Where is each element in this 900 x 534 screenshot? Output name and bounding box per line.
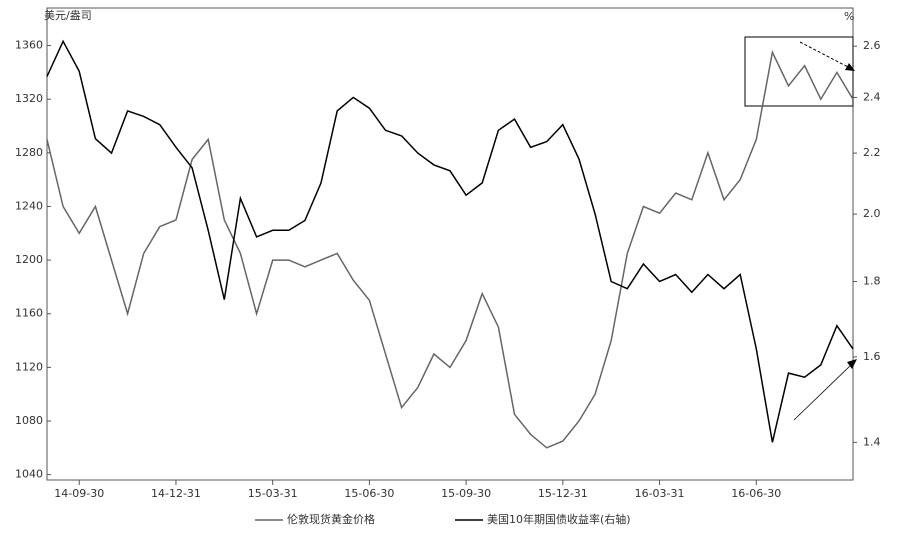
y-tick-label: 1240	[15, 199, 43, 212]
y-tick-label: 1120	[15, 360, 43, 373]
y2-tick-label: 1.8	[863, 275, 881, 288]
y-axis-label: 美元/盎司	[44, 8, 92, 22]
y2-tick-label: 1.6	[863, 350, 881, 363]
y-tick-label: 1360	[15, 39, 43, 52]
y2-tick-label: 2.6	[863, 39, 881, 52]
x-tick-label: 15-09-30	[441, 487, 491, 500]
series-line	[46, 49, 854, 449]
legend-label: 伦敦现货黄金价格	[287, 512, 375, 526]
y-tick-label: 1320	[15, 92, 43, 105]
x-tick-label: 15-06-30	[344, 487, 394, 500]
y2-tick-label: 2.4	[863, 90, 881, 103]
y-tick-label: 1280	[15, 146, 43, 159]
legend-label: 美国10年期国债收益率(右轴)	[487, 512, 631, 526]
x-tick-label: 15-12-31	[538, 487, 588, 500]
arrow-head	[845, 63, 855, 71]
y-tick-label: 1080	[15, 414, 43, 427]
series-line	[46, 39, 854, 443]
annotation-arrow	[799, 41, 851, 69]
y2-tick-label: 2.0	[863, 207, 881, 220]
plot-frame	[46, 7, 854, 481]
x-tick-label: 16-06-30	[731, 487, 781, 500]
y-tick-label: 1160	[15, 307, 43, 320]
arrow-head	[847, 359, 857, 369]
y2-tick-label: 2.2	[863, 146, 881, 159]
y-tick-label: 1040	[15, 468, 43, 481]
y2-axis-label: %	[844, 10, 854, 23]
y2-tick-label: 1.4	[863, 435, 881, 448]
x-tick-label: 14-12-31	[151, 487, 201, 500]
annotation-box	[744, 36, 854, 107]
x-tick-label: 14-09-30	[54, 487, 104, 500]
annotation-arrow	[793, 363, 853, 421]
x-tick-label: 16-03-31	[635, 487, 685, 500]
y-tick-label: 1200	[15, 253, 43, 266]
x-tick-label: 15-03-31	[248, 487, 298, 500]
